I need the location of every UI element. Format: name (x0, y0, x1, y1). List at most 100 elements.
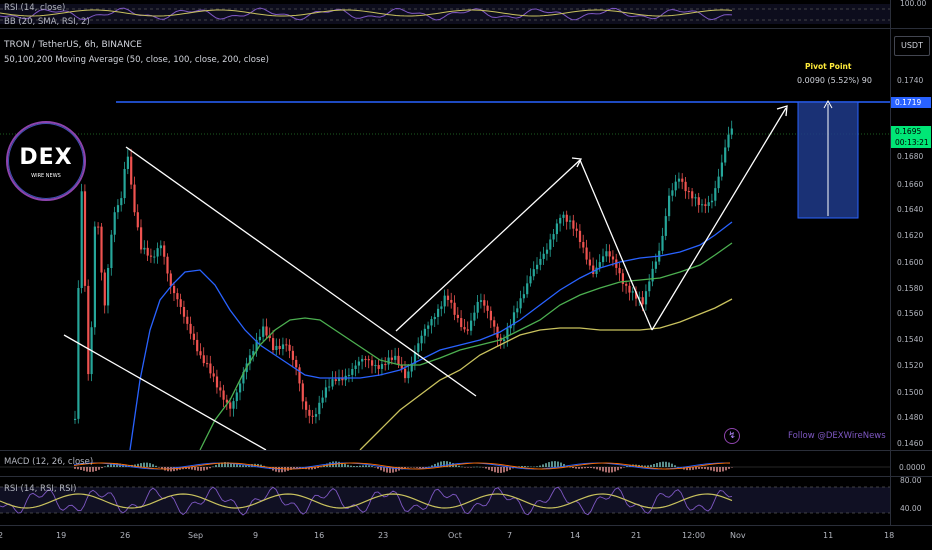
candle-body (206, 363, 209, 365)
currency-button[interactable]: USDT (894, 36, 930, 56)
candle-body (489, 310, 492, 321)
macd-pane[interactable]: MACD (12, 26, close) (0, 451, 890, 476)
candle-body (110, 234, 113, 268)
candle-body (641, 297, 644, 305)
main-chart-pane[interactable]: TRON / TetherUS, 6h, BINANCE 50,100,200 … (0, 29, 890, 450)
candle-body (384, 364, 387, 366)
candle-body (654, 261, 657, 269)
candle-body (625, 283, 628, 286)
macd-bar (674, 465, 676, 467)
candle-body (598, 262, 601, 268)
pane-separator[interactable] (0, 476, 932, 477)
macd-bar (614, 467, 616, 472)
candle-body (691, 191, 694, 199)
candle-body (308, 409, 311, 416)
macd-bar (719, 467, 721, 472)
macd-bar (86, 467, 88, 472)
macd-bar (491, 467, 493, 472)
candle-body (611, 256, 615, 260)
candle-body (192, 333, 195, 340)
macd-bar (365, 465, 367, 467)
macd-bar (95, 467, 97, 472)
macd-bar (383, 467, 385, 472)
price-chart[interactable] (0, 29, 890, 450)
macd-bar (665, 461, 667, 467)
candle-body (506, 328, 509, 340)
price-tick-label: 0.1580 (897, 284, 924, 293)
candle-body (440, 306, 443, 309)
candle-body (324, 387, 327, 398)
rsi-pane[interactable]: RSI (14, RSI, RSI) (0, 477, 890, 525)
macd-bar (338, 461, 340, 467)
macd-bar (107, 464, 109, 467)
candle-body (103, 272, 106, 306)
candle-body (153, 256, 156, 258)
candle-body (133, 184, 136, 213)
candle-body (486, 305, 489, 311)
macd-bar (296, 467, 298, 469)
macd-bar (419, 467, 421, 469)
macd-bar (506, 467, 508, 472)
macd-plot (0, 461, 890, 473)
macd-bar (203, 467, 205, 471)
pane-separator[interactable] (0, 28, 932, 29)
pane-separator[interactable] (0, 450, 932, 451)
macd-bar (392, 467, 394, 473)
macd-bar (113, 463, 115, 467)
macd-bar (320, 466, 322, 468)
candle-body (380, 364, 384, 369)
candle-body (532, 269, 535, 277)
candle-body (239, 383, 242, 393)
candle-body (357, 361, 360, 366)
macd-bar (503, 467, 505, 473)
macd-bar (569, 466, 571, 468)
rsi-axis: 80.00 40.00 (890, 476, 932, 525)
top-bb-label[interactable]: BB (20, SMA, RSI, 2) (4, 17, 90, 27)
symbol-title[interactable]: TRON / TetherUS, 6h, BINANCE (4, 40, 142, 50)
time-tick-label: 21 (631, 531, 642, 540)
logo-text: DEX (19, 145, 73, 170)
candle-body (697, 197, 700, 205)
macd-bar (584, 467, 586, 469)
pane-separator[interactable] (0, 525, 932, 526)
candle-body (77, 288, 80, 419)
macd-bar (473, 466, 475, 468)
macd-label[interactable]: MACD (12, 26, close) (4, 457, 94, 467)
candle-body (661, 235, 664, 251)
candle-body (479, 300, 483, 302)
rsi-axis-top: 80.00 (900, 476, 922, 485)
macd-bar (356, 465, 358, 467)
candle-body (278, 345, 281, 350)
candle-body (410, 363, 413, 372)
time-axis[interactable] (0, 526, 932, 550)
macd-axis-value: 0.0000 (899, 463, 926, 472)
price-tick-label: 0.1460 (897, 439, 924, 448)
macd-bar (317, 467, 319, 469)
macd-bar (428, 466, 430, 468)
candle-body (272, 338, 275, 351)
macd-bar (716, 467, 718, 472)
projection-up-line (395, 159, 581, 332)
ma-legend[interactable]: 50,100,200 Moving Average (50, close, 10… (4, 55, 269, 65)
top-bb-line (0, 9, 733, 17)
macd-bar (725, 467, 727, 471)
top-rsi-label[interactable]: RSI (14, close) (4, 3, 66, 13)
macd-bar (536, 466, 538, 467)
price-tick-label: 0.1660 (897, 180, 924, 189)
candle-body (443, 295, 446, 307)
candle-body (219, 387, 222, 391)
candle-body (149, 255, 153, 257)
arrow-head-1 (571, 157, 582, 168)
candle-body (526, 283, 529, 295)
candle-body (367, 359, 370, 361)
rsi-label[interactable]: RSI (14, RSI, RSI) (4, 484, 77, 494)
macd-bar (389, 467, 391, 473)
macd-bar (728, 467, 730, 469)
bolt-icon[interactable]: ↯ (724, 428, 740, 444)
countdown-tag: 00:13:21 (891, 137, 931, 148)
ma200-line (359, 298, 733, 450)
macd-bar (104, 466, 106, 467)
candle-body (536, 264, 539, 270)
current-price-tag: 0.1695 (891, 126, 931, 137)
candle-body (664, 216, 667, 236)
